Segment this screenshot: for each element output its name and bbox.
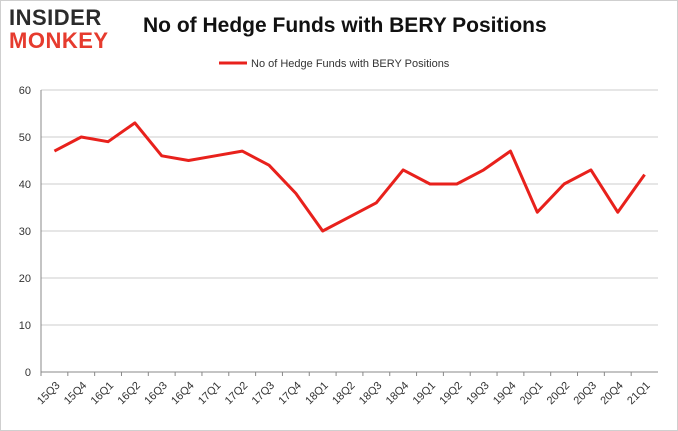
insider-monkey-logo: INSIDER MONKEY <box>9 7 127 52</box>
x-tick-label: 15Q4 <box>62 380 90 408</box>
x-tick-label: 21Q1 <box>625 380 653 408</box>
y-tick-label: 0 <box>25 367 31 379</box>
x-tick-label: 19Q1 <box>411 380 439 408</box>
x-tick-label: 19Q2 <box>437 380 465 408</box>
legend: No of Hedge Funds with BERY Positions <box>219 58 450 70</box>
y-tick-label: 20 <box>19 273 31 285</box>
x-tick-label: 20Q1 <box>518 380 546 408</box>
y-tick-labels: 0 10 20 30 40 50 60 <box>19 85 31 379</box>
x-tick-label: 17Q1 <box>196 380 224 408</box>
x-tick-label: 20Q2 <box>545 380 573 408</box>
x-tick-label: 19Q4 <box>491 380 519 408</box>
x-tick-label: 18Q3 <box>357 380 385 408</box>
y-tick-label: 10 <box>19 320 31 332</box>
y-tick-label: 50 <box>19 132 31 144</box>
x-tick-label: 20Q4 <box>598 380 626 408</box>
y-tick-label: 40 <box>19 179 31 191</box>
x-tick-label: 18Q4 <box>384 380 412 408</box>
x-tick-label: 18Q1 <box>303 380 331 408</box>
x-tick-label: 15Q3 <box>35 380 63 408</box>
x-tick-label: 16Q4 <box>169 380 197 408</box>
x-tick-label: 18Q2 <box>330 380 358 408</box>
x-tick-label: 16Q1 <box>89 380 117 408</box>
logo-line-2: MONKEY <box>9 28 109 53</box>
x-tick-label: 20Q3 <box>572 380 600 408</box>
series-layer <box>53 121 646 233</box>
gridlines <box>40 89 658 373</box>
x-tick-label: 17Q3 <box>250 380 278 408</box>
x-tick-label: 17Q2 <box>223 380 251 408</box>
x-tick-label: 16Q3 <box>142 380 170 408</box>
logo-line-1: INSIDER <box>9 5 102 30</box>
legend-label: No of Hedge Funds with BERY Positions <box>251 58 450 70</box>
x-tick-label: 19Q3 <box>464 380 492 408</box>
y-tick-label: 60 <box>19 85 31 97</box>
chart-title: No of Hedge Funds with BERY Positions <box>143 14 547 37</box>
x-tick-labels: 15Q3 15Q4 16Q1 16Q2 16Q3 16Q4 17Q1 17Q2 17Q3 17Q4… <box>35 372 653 407</box>
y-tick-label: 30 <box>19 226 31 238</box>
x-tick-label: 16Q2 <box>115 380 143 408</box>
series-line <box>53 121 646 233</box>
x-tick-label: 17Q4 <box>276 380 304 408</box>
